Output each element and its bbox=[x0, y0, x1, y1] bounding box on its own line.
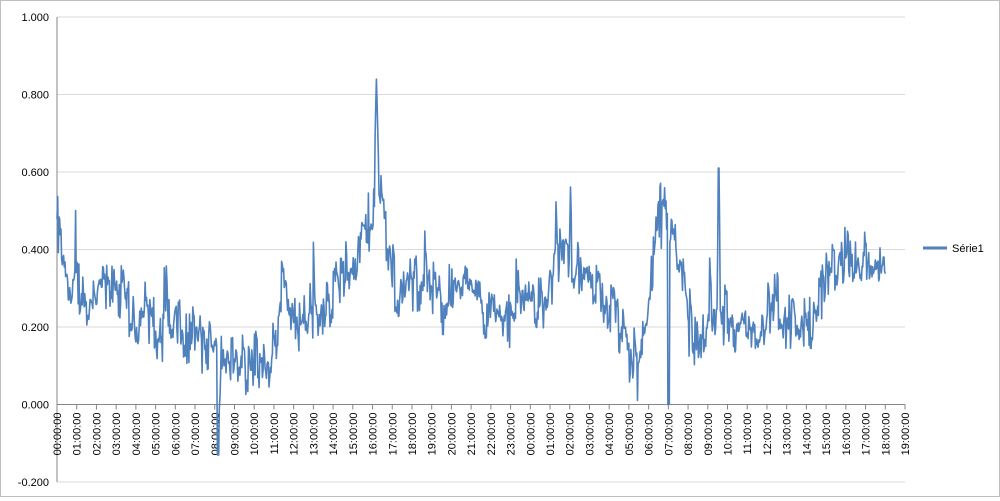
y-tick-label: 0.800 bbox=[21, 90, 49, 102]
x-tick-label: 18:00:00 bbox=[880, 413, 892, 456]
x-tick-label: 09:00:00 bbox=[703, 413, 715, 456]
x-tick-label: 06:00:00 bbox=[644, 413, 656, 456]
x-tick-label: 02:00:00 bbox=[565, 413, 577, 456]
x-tick-label: 23:00:00 bbox=[506, 413, 518, 456]
x-tick-label: 14:00:00 bbox=[801, 413, 813, 456]
x-tick-label: 05:00:00 bbox=[624, 413, 636, 456]
legend-label-serie1: Série1 bbox=[952, 243, 984, 255]
y-tick-label: 0.600 bbox=[21, 167, 49, 179]
x-tick-label: 00:00:00 bbox=[525, 413, 537, 456]
y-tick-label: -0.200 bbox=[18, 477, 49, 489]
x-tick-label: 03:00:00 bbox=[111, 413, 123, 456]
x-tick-label: 19:00:00 bbox=[427, 413, 439, 456]
x-tick-label: 00:00:00 bbox=[52, 413, 64, 456]
x-tick-label: 13:00:00 bbox=[308, 413, 320, 456]
series-lines bbox=[56, 78, 887, 456]
x-tick-label: 18:00:00 bbox=[407, 413, 419, 456]
x-tick-label: 11:00:00 bbox=[742, 413, 754, 455]
x-tick-label: 07:00:00 bbox=[190, 413, 202, 456]
y-tick-label: 0.200 bbox=[21, 322, 49, 334]
x-axis bbox=[56, 17, 906, 482]
x-tick-label: 16:00:00 bbox=[841, 413, 853, 456]
x-tick-label: 10:00:00 bbox=[723, 413, 735, 456]
x-tick-label: 02:00:00 bbox=[91, 413, 103, 456]
x-tick-label: 07:00:00 bbox=[663, 413, 675, 456]
y-tick-label: 0.000 bbox=[21, 400, 49, 412]
x-axis-ticks: 00:00:00 01:00:00 02:00:00 03:00:00 04:00:00… bbox=[52, 413, 912, 456]
x-tick-label: 19:00:00 bbox=[900, 413, 912, 456]
y-axis-ticks: -0.200 0.000 0.200 0.400 0.600 0.800 1.000 bbox=[18, 12, 49, 489]
x-tick-label: 03:00:00 bbox=[584, 413, 596, 456]
x-tick-label: 12:00:00 bbox=[762, 413, 774, 456]
x-tick-label: 15:00:00 bbox=[821, 413, 833, 456]
x-tick-label: 17:00:00 bbox=[861, 413, 873, 456]
x-tick-label: 21:00:00 bbox=[466, 413, 478, 456]
y-tick-label: 1.000 bbox=[21, 12, 49, 24]
x-tick-label: 12:00:00 bbox=[289, 413, 301, 456]
x-tick-label: 05:00:00 bbox=[151, 413, 163, 456]
x-tick-label: 13:00:00 bbox=[782, 413, 794, 456]
x-tick-label: 17:00:00 bbox=[387, 413, 399, 456]
series-line-serie1 bbox=[56, 78, 887, 456]
x-tick-label: 10:00:00 bbox=[249, 413, 261, 456]
x-tick-label: 06:00:00 bbox=[170, 413, 182, 456]
x-tick-label: 08:00:00 bbox=[210, 413, 222, 456]
x-tick-label: 08:00:00 bbox=[683, 413, 695, 456]
x-tick-label: 15:00:00 bbox=[348, 413, 360, 456]
gridlines bbox=[57, 16, 905, 483]
x-tick-label: 14:00:00 bbox=[328, 413, 340, 456]
x-tick-label: 09:00:00 bbox=[229, 413, 241, 456]
x-tick-label: 22:00:00 bbox=[486, 413, 498, 456]
x-tick-label: 16:00:00 bbox=[368, 413, 380, 456]
x-tick-label: 20:00:00 bbox=[446, 413, 458, 456]
legend: Série1 bbox=[923, 243, 984, 255]
x-tick-label: 11:00:00 bbox=[269, 413, 281, 455]
x-tick-label: 04:00:00 bbox=[131, 413, 143, 456]
x-tick-label: 01:00:00 bbox=[72, 413, 84, 456]
x-tick-label: 04:00:00 bbox=[604, 413, 616, 456]
x-tick-label: 01:00:00 bbox=[545, 413, 557, 456]
y-tick-label: 0.400 bbox=[21, 245, 49, 257]
